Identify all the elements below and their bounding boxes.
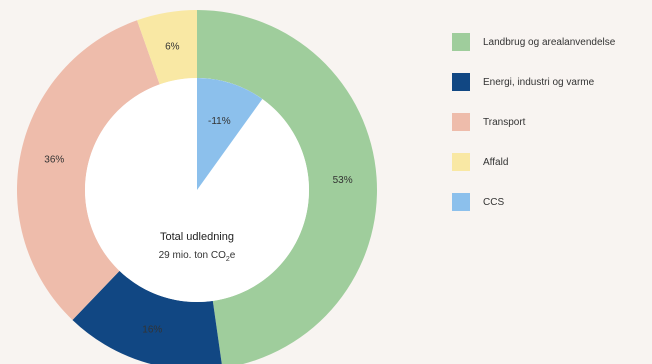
legend-swatch: [452, 73, 470, 91]
legend-swatch: [452, 193, 470, 211]
center-subtitle: 29 mio. ton CO2e: [159, 250, 236, 263]
legend-item-ccs: CCS: [452, 192, 648, 212]
legend-item-transport: Transport: [452, 112, 648, 132]
slice-label-affald: 6%: [165, 42, 180, 53]
center-subtitle-suffix: e: [230, 250, 236, 261]
slice-affald: [137, 10, 197, 85]
donut-chart: 53% 16% 36% 6% -11% Total udledning 29 mio. …: [17, 10, 377, 364]
legend-item-landbrug-og-arealanvendelse: Landbrug og arealanvendelse: [452, 32, 648, 52]
slice-landbrug-og-arealanvendelse: [197, 10, 377, 364]
slices-layer: [17, 10, 377, 364]
center-subtitle-prefix: 29 mio. ton CO: [159, 250, 226, 261]
chart-legend: Landbrug og arealanvendelse Energi, indus…: [452, 32, 648, 232]
legend-label: CCS: [483, 196, 505, 208]
legend-swatch: [452, 33, 470, 51]
slice-label-transport: 36%: [44, 155, 64, 166]
center-subtitle-subscript: 2: [226, 256, 230, 263]
labels-layer: 53% 16% 36% 6% -11%: [44, 42, 352, 336]
slice-label-landbrug-og-arealanvendelse: 53%: [333, 175, 353, 186]
legend-swatch: [452, 113, 470, 131]
legend-label: Affald: [483, 156, 509, 168]
slice-energi-industri-og-varme: [72, 270, 222, 364]
legend-label: Transport: [483, 116, 526, 128]
legend-swatch: [452, 153, 470, 171]
legend-item-affald: Affald: [452, 152, 648, 172]
legend-item-energi-industri-og-varme: Energi, industri og varme: [452, 72, 648, 92]
legend-label: Landbrug og arealanvendelse: [483, 36, 616, 48]
slice-transport: [17, 20, 160, 320]
center-title: Total udledning: [160, 231, 234, 243]
ccs-layer: [197, 78, 263, 190]
legend-label: Energi, industri og varme: [483, 76, 595, 88]
slice-label-ccs: -11%: [208, 116, 231, 127]
slice-ccs: [197, 78, 263, 190]
slice-label-energi-industri-og-varme: 16%: [142, 324, 162, 335]
